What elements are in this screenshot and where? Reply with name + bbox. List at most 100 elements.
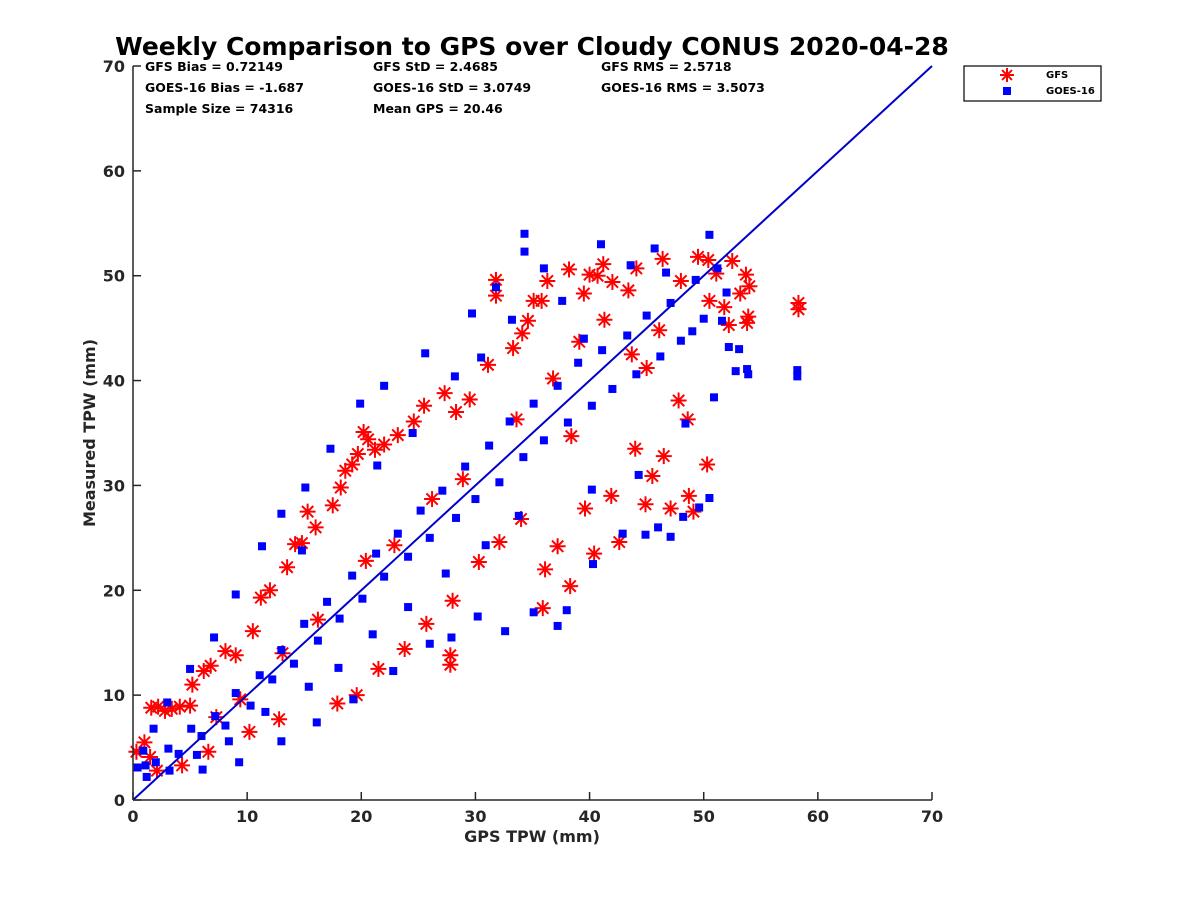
- stat-mean-gps: Mean GPS = 20.46: [373, 101, 503, 116]
- data-point: [461, 462, 470, 471]
- data-point: [174, 749, 183, 758]
- data-point: [261, 582, 278, 599]
- y-ticks: 0 10 20 30 40 50 60 70: [103, 57, 141, 810]
- data-point: [679, 512, 688, 521]
- data-point: [192, 750, 201, 759]
- data-point: [705, 230, 714, 239]
- x-tick-label: 10: [236, 807, 258, 826]
- data-point: [326, 444, 335, 453]
- legend-label-gfs: GFS: [1046, 70, 1068, 81]
- x-tick-label: 40: [578, 807, 600, 826]
- data-point: [638, 359, 655, 376]
- statistics-annotations: GFS Bias = 0.72149 GFS StD = 2.4685 GFS …: [145, 59, 765, 116]
- data-point: [699, 456, 716, 473]
- data-point: [642, 311, 651, 320]
- data-point: [349, 445, 366, 462]
- data-point: [421, 349, 430, 358]
- y-tick-label: 10: [103, 686, 125, 705]
- data-point: [637, 496, 654, 513]
- data-point: [641, 530, 650, 539]
- data-point: [587, 401, 596, 410]
- y-tick-label: 50: [103, 267, 125, 286]
- data-point: [335, 614, 344, 623]
- data-point: [477, 353, 486, 362]
- data-point: [666, 532, 675, 541]
- data-point: [425, 533, 434, 542]
- data-point: [227, 647, 244, 664]
- data-point: [171, 698, 188, 715]
- data-point: [368, 630, 377, 639]
- data-point: [529, 399, 538, 408]
- data-point: [133, 763, 142, 772]
- data-point: [654, 250, 671, 267]
- data-point: [184, 676, 201, 693]
- series-goes16: [133, 229, 802, 781]
- data-point: [424, 491, 441, 508]
- data-point: [164, 744, 173, 753]
- data-point: [627, 440, 644, 457]
- data-point: [651, 322, 668, 339]
- data-point: [491, 534, 508, 551]
- data-point: [372, 549, 381, 558]
- data-point: [202, 657, 219, 674]
- data-point: [575, 285, 592, 302]
- data-point: [389, 667, 398, 676]
- data-point: [444, 592, 461, 609]
- data-point: [324, 497, 341, 514]
- data-point: [700, 251, 717, 268]
- data-point: [491, 283, 500, 292]
- data-point: [221, 721, 230, 730]
- x-tick-label: 20: [350, 807, 372, 826]
- data-point: [618, 529, 627, 538]
- data-point: [688, 327, 697, 336]
- data-point: [380, 381, 389, 390]
- data-point: [334, 663, 343, 672]
- data-point: [366, 441, 383, 458]
- data-point: [680, 487, 697, 504]
- data-point: [393, 529, 402, 538]
- data-point: [501, 627, 510, 636]
- data-point: [656, 352, 665, 361]
- data-point: [261, 707, 270, 716]
- x-tick-label: 0: [127, 807, 138, 826]
- data-point: [519, 312, 536, 329]
- legend-marker-gfs: [1000, 68, 1014, 82]
- data-point: [587, 485, 596, 494]
- data-point: [626, 261, 635, 270]
- data-point: [588, 560, 597, 569]
- data-point: [386, 537, 403, 554]
- data-point: [709, 393, 718, 402]
- data-point: [405, 413, 422, 430]
- chart-title: Weekly Comparison to GPS over Cloudy CON…: [115, 32, 949, 61]
- data-point: [790, 301, 807, 318]
- data-point: [277, 737, 286, 746]
- y-tick-label: 0: [114, 791, 125, 810]
- stat-goes16-bias: GOES-16 Bias = -1.687: [145, 80, 304, 95]
- data-point: [198, 765, 207, 774]
- data-point: [348, 571, 357, 580]
- data-point: [268, 675, 277, 684]
- data-point: [739, 314, 756, 331]
- data-point: [562, 606, 571, 615]
- data-point: [252, 589, 269, 606]
- data-point: [699, 314, 708, 323]
- data-point: [598, 346, 607, 355]
- data-point: [255, 671, 264, 680]
- data-point: [454, 471, 471, 488]
- data-point: [553, 381, 562, 390]
- data-point: [662, 500, 679, 517]
- one-to-one-reference-line: [132, 65, 933, 801]
- data-point: [735, 345, 744, 354]
- data-point: [279, 559, 296, 576]
- data-point: [632, 370, 641, 379]
- data-point: [563, 428, 580, 445]
- data-point: [452, 513, 461, 522]
- data-point: [596, 311, 613, 328]
- data-point: [163, 698, 172, 707]
- stat-sample-size: Sample Size = 74316: [145, 101, 294, 116]
- data-point: [589, 267, 606, 284]
- data-point: [271, 711, 288, 728]
- data-point: [277, 646, 286, 655]
- data-point: [332, 479, 349, 496]
- data-point: [485, 441, 494, 450]
